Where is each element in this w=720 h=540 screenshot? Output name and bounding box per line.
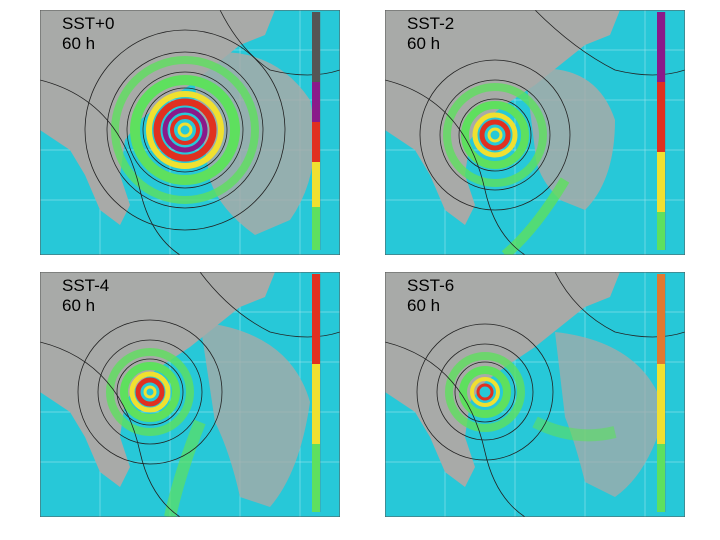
precip-bands — [106, 348, 206, 517]
panel-label: SST-6 60 h — [407, 276, 454, 316]
cloud-shield — [200, 322, 310, 507]
panel-forecast-hour: 60 h — [407, 296, 441, 315]
panel-title: SST-4 — [62, 276, 110, 295]
pressure-contours — [40, 272, 340, 517]
precip-bands — [443, 83, 570, 255]
panel-forecast-hour: 60 h — [407, 34, 441, 53]
map-sst4 — [40, 272, 340, 517]
precip-bands — [445, 352, 617, 442]
colorbar-top-left — [312, 12, 321, 250]
panel-label: SST+0 60 h — [62, 14, 114, 54]
map-sst0 — [40, 10, 340, 255]
map-sst6 — [385, 272, 685, 517]
colorbar-top-right — [657, 12, 666, 250]
panel-sst2: SST-2 60 h — [385, 10, 685, 255]
panel-title: SST-2 — [407, 14, 455, 33]
panel-forecast-hour: 60 h — [62, 34, 96, 53]
pressure-contours — [40, 10, 340, 255]
land-mass — [385, 272, 620, 487]
colorbar-bottom-right — [657, 274, 666, 512]
panel-sst6: SST-6 60 h — [385, 272, 685, 517]
panel-title: SST+0 — [62, 14, 115, 33]
panel-label: SST-2 60 h — [407, 14, 454, 54]
colorbar-bottom-left — [312, 274, 321, 512]
cloud-shield — [555, 332, 665, 497]
panel-sst0: SST+0 60 h — [40, 10, 340, 255]
panel-forecast-hour: 60 h — [62, 296, 96, 315]
land-mass — [385, 10, 620, 225]
panel-sst4: SST-4 60 h — [40, 272, 340, 517]
panel-label: SST-4 60 h — [62, 276, 109, 316]
map-sst2 — [385, 10, 685, 255]
pressure-contours — [385, 272, 685, 517]
panel-title: SST-6 — [407, 276, 455, 295]
